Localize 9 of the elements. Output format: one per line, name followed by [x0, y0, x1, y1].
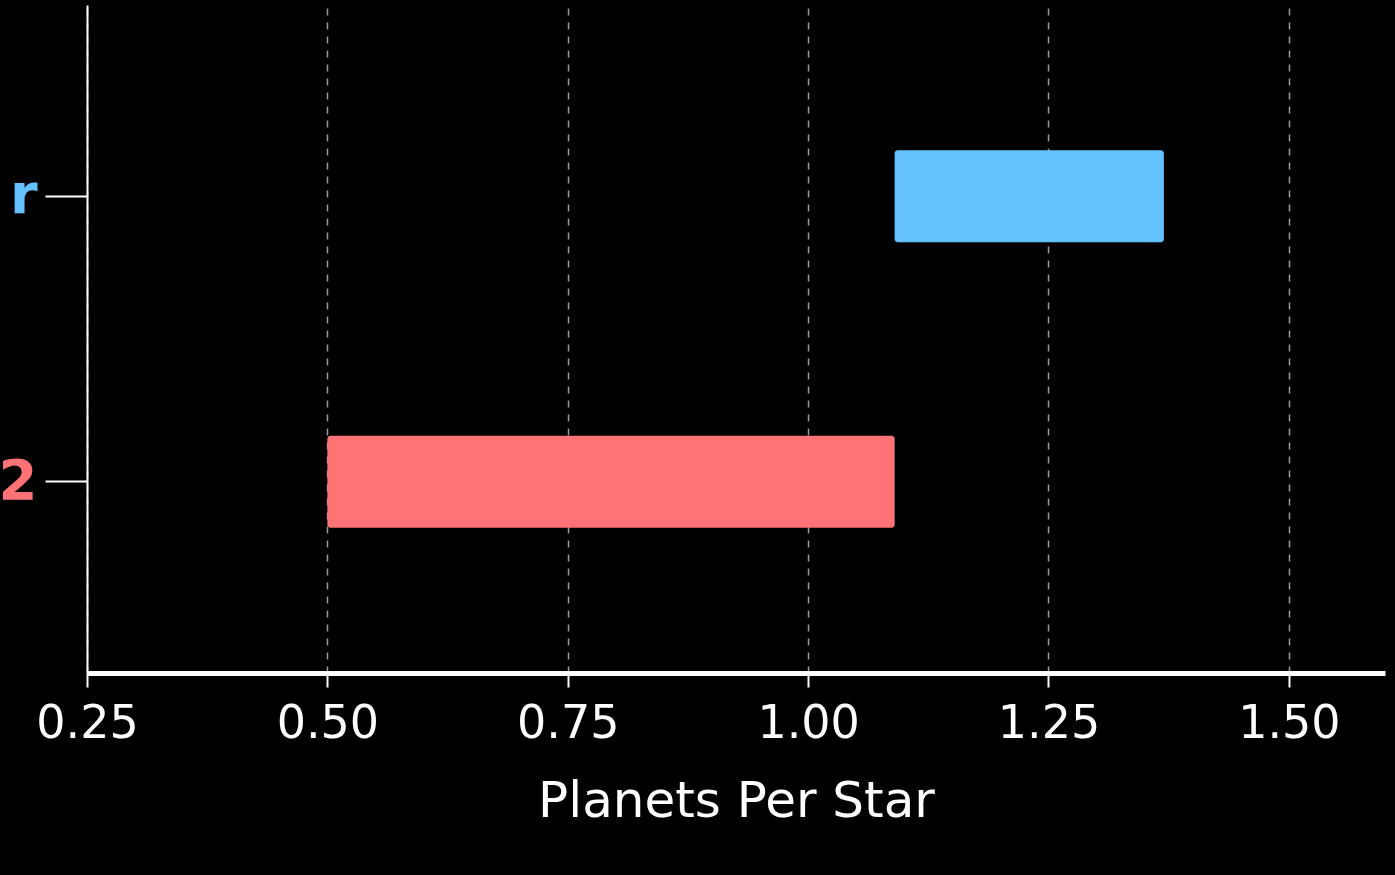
y-tick-label: r: [9, 161, 38, 227]
y-tick-label: 2: [0, 446, 38, 512]
x-axis-title: Planets Per Star: [538, 770, 936, 829]
x-tick-label: 0.50: [276, 694, 380, 749]
x-tick-label: 1.25: [997, 694, 1101, 749]
x-tick-label: 1.50: [1238, 694, 1341, 749]
x-tick-label: 0.75: [517, 694, 620, 749]
x-tick-label: 0.25: [36, 694, 139, 749]
x-tick-label: 1.00: [757, 694, 860, 749]
